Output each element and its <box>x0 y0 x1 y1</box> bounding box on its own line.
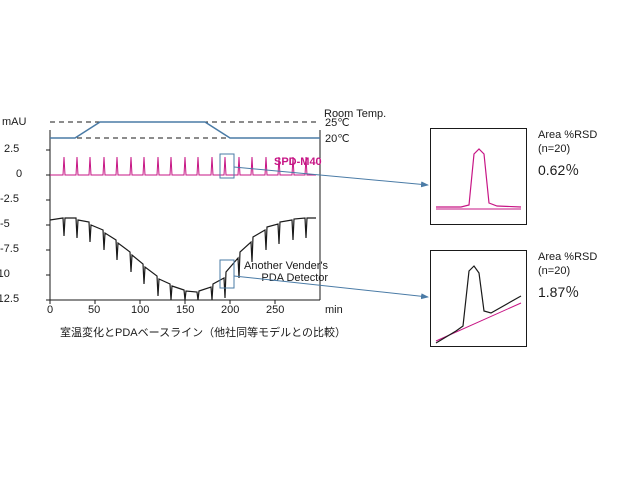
inset-bottom <box>430 250 527 347</box>
temp-25-label: 25℃ <box>325 116 350 129</box>
xtick-3: 150 <box>176 304 194 316</box>
xtick-4: 200 <box>221 304 239 316</box>
xtick-0: 0 <box>47 304 53 316</box>
x-ticks <box>50 300 275 304</box>
chart-caption: 室温変化とPDAベースライン（他社同等モデルとの比較） <box>60 324 346 340</box>
other-vendor-line <box>50 218 316 300</box>
xtick-5: 250 <box>266 304 284 316</box>
ytick-4: -7.5 <box>0 243 19 255</box>
xtick-1: 50 <box>88 304 100 316</box>
temp-20-label: 20℃ <box>325 132 350 145</box>
inset-top-label: Area %RSD (n=20) 0.62％ <box>538 128 597 179</box>
xtick-2: 100 <box>131 304 149 316</box>
x-unit-label: min <box>325 304 343 316</box>
ytick-1: 0 <box>16 168 22 180</box>
inset-bottom-peak <box>436 266 521 343</box>
inset-top <box>430 128 527 225</box>
ytick-2: -2.5 <box>0 193 19 205</box>
other-vendor-label: Another Vender's PDA Detector <box>244 260 328 284</box>
inset-top-value: 0.62％ <box>538 161 597 179</box>
spd-label: SPD-M40 <box>274 156 322 168</box>
highlight-box-spd <box>220 154 234 178</box>
inset-bottom-label: Area %RSD (n=20) 1.87％ <box>538 250 597 301</box>
inset-bottom-value: 1.87％ <box>538 283 597 301</box>
y-ticks <box>46 150 50 300</box>
inset-top-peak <box>436 149 521 207</box>
y-unit-label: mAU <box>2 116 26 128</box>
ytick-5: -10 <box>0 268 10 280</box>
ytick-3: -5 <box>0 218 10 230</box>
ytick-0: 2.5 <box>4 143 19 155</box>
temp-profile-line <box>50 122 320 138</box>
ytick-6: -12.5 <box>0 293 19 305</box>
